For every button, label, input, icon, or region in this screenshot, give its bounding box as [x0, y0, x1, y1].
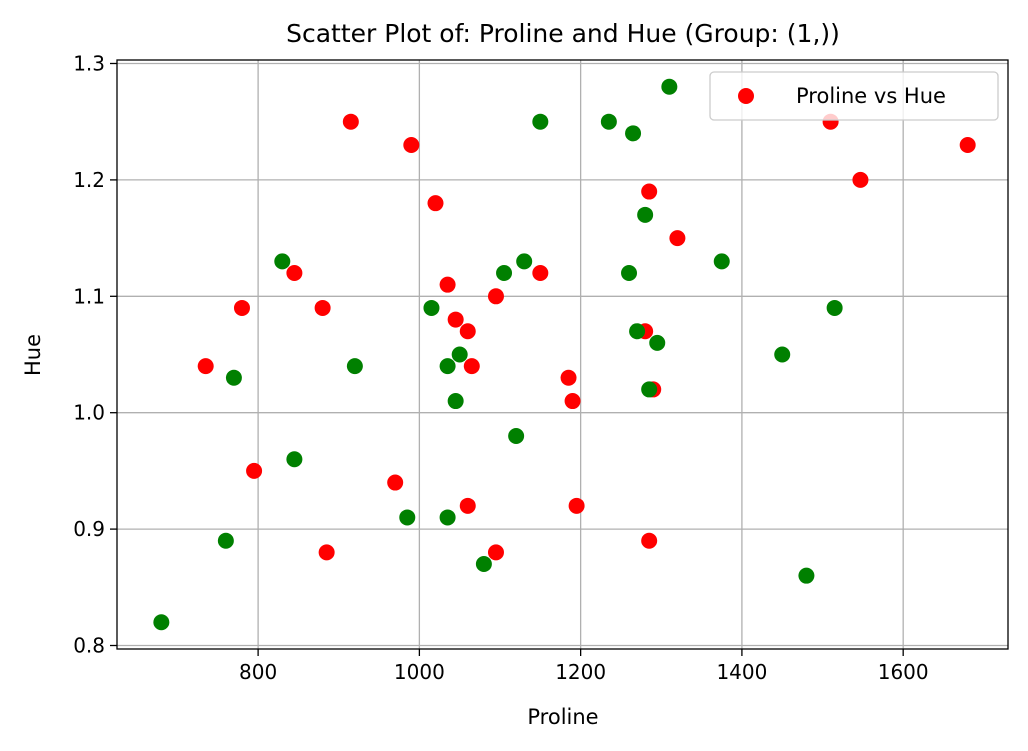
data-point [286, 265, 303, 282]
data-point [826, 299, 843, 316]
y-axis-label: Hue [21, 334, 45, 376]
data-point [342, 113, 359, 130]
x-tick-label: 1400 [716, 660, 767, 684]
data-point [197, 358, 214, 375]
y-tick-label: 1.1 [73, 284, 105, 308]
data-point [423, 299, 440, 316]
data-point [439, 276, 456, 293]
data-point [621, 265, 638, 282]
x-tick-label: 800 [239, 660, 277, 684]
data-point [625, 125, 642, 142]
data-point [798, 567, 815, 584]
data-point [516, 253, 533, 270]
data-point [669, 230, 686, 247]
data-point [641, 183, 658, 200]
data-point [532, 113, 549, 130]
data-point [153, 614, 170, 631]
x-tick-label: 1600 [878, 660, 929, 684]
data-point [447, 311, 464, 328]
data-point [447, 393, 464, 410]
data-points [153, 78, 976, 631]
data-point [568, 497, 585, 514]
data-point [451, 346, 468, 363]
y-axis-ticks: 0.8 0.9 1.0 1.1 1.2 1.3 [73, 51, 117, 658]
data-point [852, 171, 869, 188]
legend-marker [738, 88, 754, 104]
data-point [560, 369, 577, 386]
y-tick-label: 0.8 [73, 634, 105, 658]
legend-box [709, 71, 999, 121]
data-point [427, 195, 444, 212]
data-point [399, 509, 416, 526]
data-point [233, 299, 250, 316]
y-tick-label: 1.2 [73, 168, 105, 192]
data-point [496, 265, 513, 282]
data-point [564, 393, 581, 410]
data-point [403, 136, 420, 153]
data-point [641, 381, 658, 398]
legend: Proline vs Hue [709, 71, 999, 121]
data-point [641, 532, 658, 549]
x-axis-label: Proline [527, 705, 598, 729]
y-tick-label: 1.3 [73, 51, 105, 75]
data-point [487, 288, 504, 305]
data-point [637, 206, 654, 223]
data-point [225, 369, 242, 386]
data-point [959, 136, 976, 153]
x-tick-label: 1200 [555, 660, 606, 684]
data-point [774, 346, 791, 363]
x-axis-ticks: 800 1000 1200 1400 1600 [239, 649, 929, 684]
x-tick-label: 1000 [394, 660, 445, 684]
data-point [314, 299, 331, 316]
data-point [661, 78, 678, 95]
data-point [713, 253, 730, 270]
data-point [286, 451, 303, 468]
data-point [318, 544, 335, 561]
chart-title: Scatter Plot of: Proline and Hue (Group:… [286, 19, 840, 48]
data-point [439, 358, 456, 375]
data-point [274, 253, 291, 270]
data-point [246, 462, 263, 479]
plot-frame [116, 59, 1009, 650]
data-point [387, 474, 404, 491]
data-point [217, 532, 234, 549]
plot-area [117, 60, 1008, 649]
data-point [649, 334, 666, 351]
y-tick-label: 1.0 [73, 401, 105, 425]
data-point [475, 556, 492, 573]
legend-label: Proline vs Hue [796, 84, 946, 108]
data-point [532, 265, 549, 282]
data-point [346, 358, 363, 375]
data-point [463, 358, 480, 375]
y-tick-label: 0.9 [73, 517, 105, 541]
data-point [600, 113, 617, 130]
data-point [487, 544, 504, 561]
data-point [459, 497, 476, 514]
data-point [439, 509, 456, 526]
data-point [629, 323, 646, 340]
data-point [459, 323, 476, 340]
data-point [508, 427, 525, 444]
